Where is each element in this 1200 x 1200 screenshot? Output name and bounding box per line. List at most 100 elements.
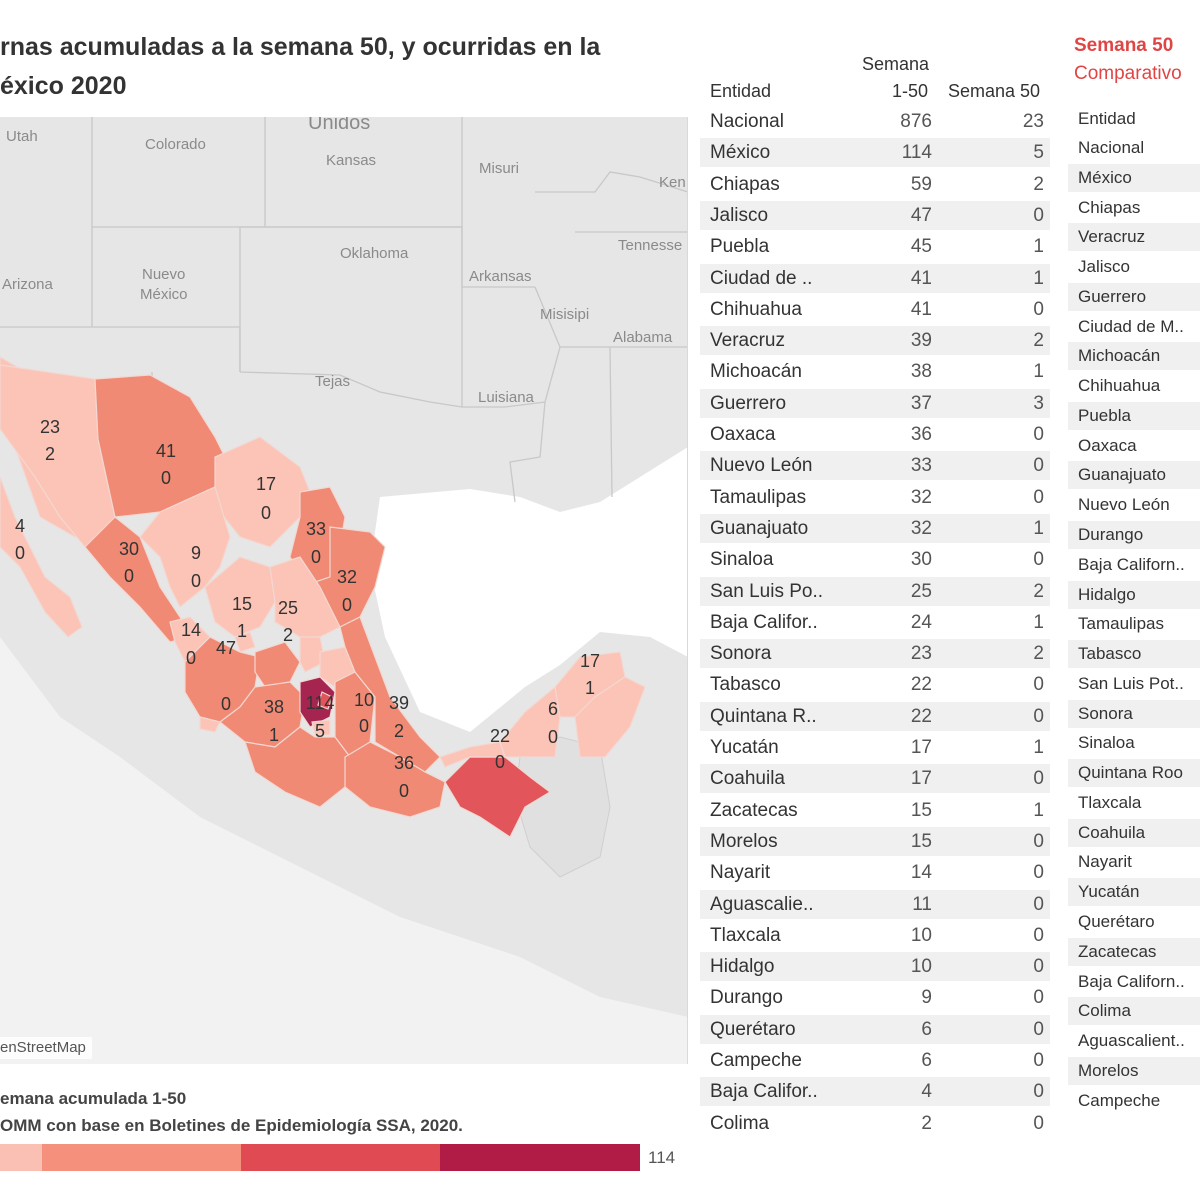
comparison-row[interactable]: Yucatán [1068, 878, 1200, 907]
table-row[interactable]: Chiapas 59 2 [700, 170, 1050, 199]
comparison-row[interactable]: Ciudad de M.. [1068, 313, 1200, 341]
table-row[interactable]: Chihuahua 41 0 [700, 295, 1050, 324]
comparison-subtitle: Comparativo [1074, 63, 1182, 84]
map-label: Oklahoma [340, 245, 409, 262]
comparison-row[interactable]: Tamaulipas [1068, 610, 1200, 638]
comparison-row[interactable]: Baja Californ.. [1068, 968, 1200, 996]
state-aguascalientes[interactable] [234, 631, 256, 653]
state-oaxaca[interactable] [344, 741, 446, 818]
table-row[interactable]: México 114 5 [700, 138, 1050, 168]
table-row[interactable]: Guerrero 37 3 [700, 388, 1050, 418]
comparison-row[interactable]: Oaxaca [1068, 432, 1200, 460]
table-row[interactable]: Morelos 15 0 [700, 826, 1050, 856]
comparison-row[interactable]: Campeche [1068, 1087, 1200, 1115]
header-accumulated-line2[interactable]: 1-50 [892, 81, 929, 101]
comparison-row[interactable]: Veracruz [1068, 223, 1200, 252]
table-row[interactable]: Sinaloa 30 0 [700, 545, 1050, 574]
comparison-row[interactable]: Chiapas [1068, 194, 1200, 222]
state-quintana-roo[interactable] [574, 676, 646, 758]
comparison-row[interactable]: Tlaxcala [1068, 789, 1200, 817]
comparison-row-entity: Tabasco [1078, 644, 1142, 664]
table-row[interactable]: Tamaulipas 32 0 [700, 483, 1050, 512]
table-row[interactable]: Oaxaca 36 0 [700, 420, 1050, 449]
table-row[interactable]: Campeche 6 0 [700, 1046, 1050, 1075]
header-entity[interactable]: Entidad [710, 81, 772, 101]
state-campeche[interactable] [499, 685, 561, 758]
comparison-row[interactable]: Morelos [1068, 1056, 1200, 1085]
comparison-row[interactable]: Querétaro [1068, 908, 1200, 936]
table-row[interactable]: Querétaro 6 0 [700, 1014, 1050, 1044]
state-baja-california-sur[interactable] [0, 476, 83, 638]
choropleth-map[interactable]: Utah Colorado Unidos Kansas Misuri Ken O… [0, 117, 688, 1064]
row-entity: Quintana R.. [710, 705, 817, 727]
comparison-row[interactable]: San Luis Pot.. [1068, 670, 1200, 698]
table-row[interactable]: Baja Califor.. 4 0 [700, 1077, 1050, 1107]
table-row[interactable]: Guanajuato 32 1 [700, 513, 1050, 543]
header-week50[interactable]: Semana 50 [948, 81, 1041, 101]
comparison-row[interactable]: Baja Californ.. [1068, 551, 1200, 579]
state-durango[interactable] [139, 486, 231, 608]
comparison-row[interactable]: Jalisco [1068, 253, 1200, 281]
map-canvas[interactable]: Utah Colorado Unidos Kansas Misuri Ken O… [0, 117, 688, 1064]
row-entity: Puebla [710, 236, 770, 258]
comparison-row[interactable]: Aguascalient.. [1068, 1027, 1200, 1055]
header-accumulated-line1[interactable]: Semana [862, 54, 930, 74]
table-row[interactable]: Nayarit 14 0 [700, 858, 1050, 887]
table-row[interactable]: Nacional 876 23 [700, 107, 1050, 136]
comparison-row[interactable]: Durango [1068, 521, 1200, 549]
map-label: Misisipi [540, 306, 589, 323]
comparison-row[interactable]: Guanajuato [1068, 461, 1200, 490]
table-row[interactable]: Jalisco 47 0 [700, 200, 1050, 230]
state-guanajuato[interactable] [254, 641, 301, 688]
comparison-row[interactable]: Puebla [1068, 401, 1200, 430]
table-row[interactable]: Quintana R.. 22 0 [700, 701, 1050, 731]
comparison-row[interactable]: Michoacán [1068, 342, 1200, 371]
comparison-row[interactable]: Hidalgo [1068, 580, 1200, 609]
table-row[interactable]: Hidalgo 10 0 [700, 952, 1050, 982]
comparison-row[interactable]: Coahuila [1068, 818, 1200, 847]
row-accumulated: 14 [910, 862, 932, 884]
row-entity: Colima [710, 1112, 770, 1134]
table-row[interactable]: Veracruz 39 2 [700, 326, 1050, 356]
state-colima[interactable] [199, 716, 221, 733]
comparison-row[interactable]: Sinaloa [1068, 729, 1200, 757]
table-row[interactable]: Aguascalie.. 11 0 [700, 889, 1050, 919]
state-queretaro[interactable] [299, 636, 326, 673]
table-row[interactable]: Puebla 45 1 [700, 232, 1050, 261]
comparison-row[interactable]: Sonora [1068, 699, 1200, 728]
table-row[interactable]: Tabasco 22 0 [700, 670, 1050, 699]
table-row[interactable]: Michoacán 38 1 [700, 357, 1050, 386]
comparison-row[interactable]: Zacatecas [1068, 937, 1200, 966]
table-row[interactable]: Baja Califor.. 24 1 [700, 608, 1050, 637]
state-zacatecas[interactable] [204, 556, 276, 638]
comparison-row[interactable]: Nacional [1068, 134, 1200, 162]
comparison-row[interactable]: Guerrero [1068, 282, 1200, 311]
table-row[interactable]: Tlaxcala 10 0 [700, 921, 1050, 950]
table-row[interactable]: Ciudad de .. 41 1 [700, 263, 1050, 293]
state-ciudad-de-mexico[interactable] [317, 691, 333, 710]
comparison-row[interactable]: Chihuahua [1068, 372, 1200, 400]
table-row[interactable]: Coahuila 17 0 [700, 764, 1050, 794]
table-row[interactable]: Sonora 23 2 [700, 639, 1050, 669]
comparison-row-entity: Guerrero [1078, 286, 1147, 306]
comparison-row-entity: Nuevo León [1078, 495, 1170, 515]
comparison-row[interactable]: México [1068, 163, 1200, 192]
table-row[interactable]: San Luis Po.. 25 2 [700, 576, 1050, 606]
comparison-row[interactable]: Nayarit [1068, 848, 1200, 876]
table-row[interactable]: Zacatecas 15 1 [700, 796, 1050, 825]
comparison-row[interactable]: Colima [1068, 997, 1200, 1026]
comparison-row[interactable]: Quintana Roo [1068, 759, 1200, 788]
state-estado-de-mexico[interactable] [299, 676, 336, 728]
table-row[interactable]: Yucatán 17 1 [700, 733, 1050, 762]
comparison-row[interactable]: Nuevo León [1068, 491, 1200, 519]
comparison-header-entity[interactable]: Entidad [1078, 109, 1136, 128]
table-row[interactable]: Durango 9 0 [700, 983, 1050, 1012]
table-row[interactable]: Nuevo León 33 0 [700, 451, 1050, 481]
state-w50-label: 0 [191, 571, 201, 591]
state-morelos[interactable] [311, 719, 331, 736]
state-acc-label: 47 [216, 638, 236, 658]
table-row[interactable]: Colima 2 0 [700, 1109, 1050, 1138]
map-attribution[interactable]: enStreetMap [0, 1037, 92, 1059]
comparison-row[interactable]: Tabasco [1068, 640, 1200, 669]
row-week50: 1 [1033, 611, 1044, 633]
